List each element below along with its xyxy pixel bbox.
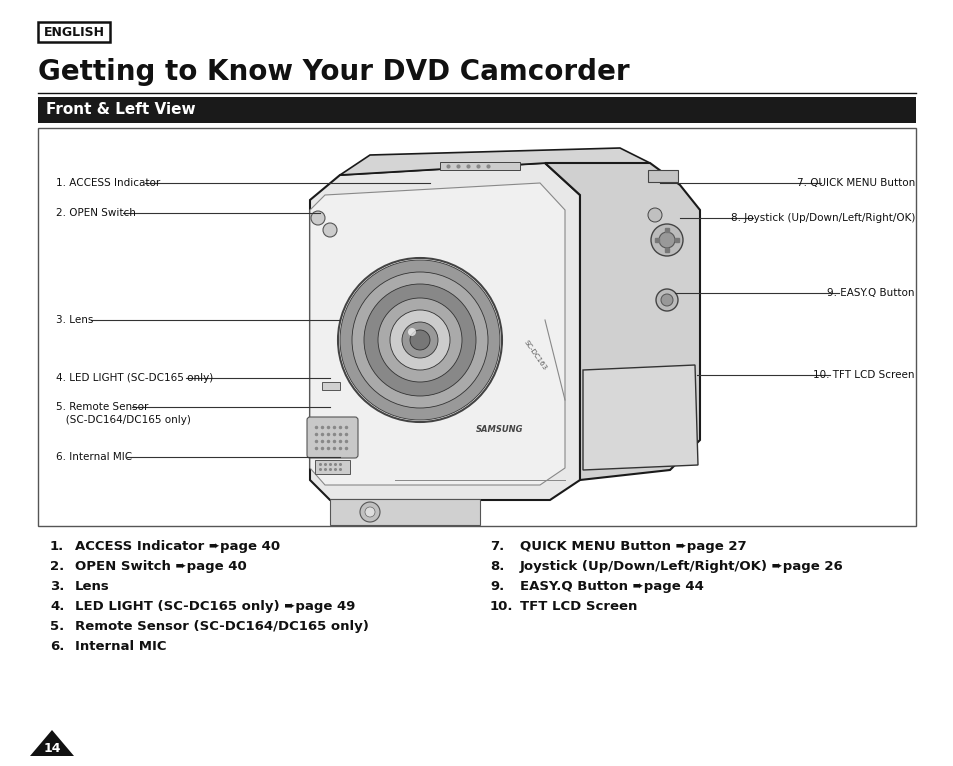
Text: Front & Left View: Front & Left View [46, 103, 195, 117]
Polygon shape [30, 730, 74, 756]
Circle shape [408, 328, 416, 336]
Polygon shape [310, 183, 564, 485]
Text: 2.: 2. [50, 560, 64, 573]
Text: 1. ACCESS Indicator: 1. ACCESS Indicator [56, 178, 160, 188]
Polygon shape [310, 163, 579, 500]
Circle shape [311, 211, 325, 225]
Text: Joystick (Up/Down/Left/Right/OK) ➨page 26: Joystick (Up/Down/Left/Right/OK) ➨page 2… [519, 560, 842, 573]
Circle shape [359, 502, 379, 522]
FancyBboxPatch shape [307, 417, 357, 458]
Bar [439, 162, 519, 170]
Text: 8.: 8. [490, 560, 504, 573]
Circle shape [410, 330, 430, 350]
Text: LED LIGHT (SC-DC165 only) ➨page 49: LED LIGHT (SC-DC165 only) ➨page 49 [75, 600, 355, 613]
Text: ENGLISH: ENGLISH [44, 25, 105, 38]
Text: 14: 14 [43, 741, 61, 755]
Text: 8. Joystick (Up/Down/Left/Right/OK): 8. Joystick (Up/Down/Left/Right/OK) [730, 213, 914, 223]
Text: 7.: 7. [490, 540, 504, 553]
Text: 10.: 10. [490, 600, 513, 613]
Text: TFT LCD Screen: TFT LCD Screen [519, 600, 637, 613]
Text: (SC-DC164/DC165 only): (SC-DC164/DC165 only) [56, 415, 191, 425]
Text: Lens: Lens [75, 580, 110, 593]
Circle shape [659, 232, 675, 248]
Circle shape [656, 289, 678, 311]
Text: SC-DC163: SC-DC163 [522, 339, 547, 371]
Text: 3.: 3. [50, 580, 64, 593]
Bar [38, 22, 110, 42]
Text: Getting to Know Your DVD Camcorder: Getting to Know Your DVD Camcorder [38, 58, 629, 86]
Text: 1.: 1. [50, 540, 64, 553]
Text: 9.: 9. [490, 580, 504, 593]
Text: 4.: 4. [50, 600, 64, 613]
Text: 6.: 6. [50, 640, 64, 653]
Bar [38, 97, 915, 123]
Circle shape [390, 310, 450, 370]
Text: 7. QUICK MENU Button: 7. QUICK MENU Button [796, 178, 914, 188]
Circle shape [365, 507, 375, 517]
Text: QUICK MENU Button ➨page 27: QUICK MENU Button ➨page 27 [519, 540, 746, 553]
Text: EASY.Q Button ➨page 44: EASY.Q Button ➨page 44 [519, 580, 703, 593]
Circle shape [650, 224, 682, 256]
Text: 5. Remote Sensor: 5. Remote Sensor [56, 402, 149, 412]
Text: Remote Sensor (SC-DC164/DC165 only): Remote Sensor (SC-DC164/DC165 only) [75, 620, 369, 633]
Text: 4. LED LIGHT (SC-DC165 only): 4. LED LIGHT (SC-DC165 only) [56, 373, 213, 383]
Text: 5.: 5. [50, 620, 64, 633]
Polygon shape [544, 163, 700, 480]
Text: ACCESS Indicator ➨page 40: ACCESS Indicator ➨page 40 [75, 540, 280, 553]
Text: OPEN Switch ➨page 40: OPEN Switch ➨page 40 [75, 560, 247, 573]
Text: 9. EASY.Q Button: 9. EASY.Q Button [826, 288, 914, 298]
Circle shape [660, 294, 672, 306]
Polygon shape [339, 148, 649, 175]
Text: 6. Internal MIC: 6. Internal MIC [56, 452, 132, 462]
Circle shape [647, 208, 661, 222]
Circle shape [339, 260, 499, 420]
Text: 10. TFT LCD Screen: 10. TFT LCD Screen [813, 370, 914, 380]
Bar [314, 460, 350, 474]
Circle shape [401, 322, 437, 358]
Bar [647, 170, 678, 182]
Bar [38, 128, 915, 526]
Bar [322, 382, 339, 390]
Circle shape [352, 272, 488, 408]
Polygon shape [582, 365, 698, 470]
Text: Internal MIC: Internal MIC [75, 640, 167, 653]
Text: 3. Lens: 3. Lens [56, 315, 93, 325]
Text: 2. OPEN Switch: 2. OPEN Switch [56, 208, 135, 218]
Polygon shape [330, 499, 479, 525]
Text: SAMSUNG: SAMSUNG [476, 425, 523, 434]
Circle shape [323, 223, 336, 237]
Circle shape [364, 284, 476, 396]
Circle shape [377, 298, 461, 382]
